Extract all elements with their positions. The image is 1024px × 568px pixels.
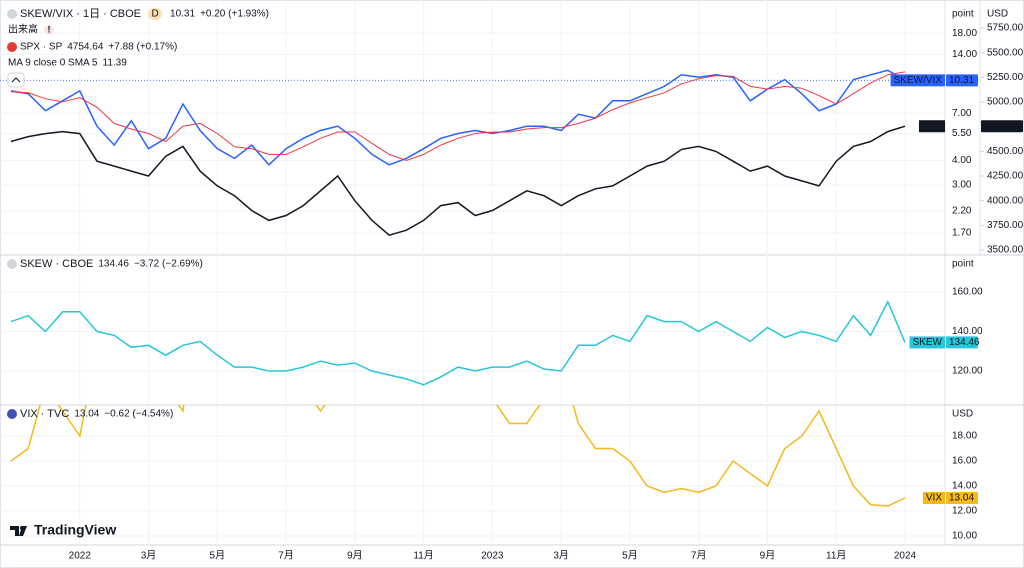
y-tick-label: 18.00 [952,431,977,442]
axis-unit: USD [987,9,1008,20]
price-tag-bg [946,74,978,87]
price-tag-value: 13.04 [949,493,974,504]
y2-tick-label: 3500.00 [987,245,1024,256]
logo: TradingView [10,522,116,538]
legend-text: VIX · TVC [20,408,69,420]
y-tick-label: 140.00 [952,326,983,337]
legend-text: +7.88 (+0.17%) [108,42,177,53]
x-tick-label: 11月 [413,550,433,562]
warning-mark: ! [48,24,51,34]
y-tick-label: 120.00 [952,366,983,377]
series-group [10,300,906,386]
legend-text: −3.72 (−2.69%) [134,259,203,270]
y-tick-label: 10.00 [952,531,977,542]
price-tag-name-bg [922,492,945,504]
x-tick-label: 5月 [210,550,226,562]
y2-tick-label: 5500.00 [987,47,1024,58]
axis-unit: USD [952,409,973,420]
x-tick-label: 7月 [278,550,294,562]
legend-text: 10.31 [170,9,195,20]
price-tag-name-bg [909,336,945,349]
legend-text: MA 9 close 0 SMA 5 [8,58,98,69]
badge: D [152,9,159,20]
legend-text: SKEW/VIX · 1日 · CBOE [20,8,141,20]
x-tick-label: 5月 [622,550,638,562]
symbol-icon [7,409,17,419]
series-line [10,71,906,162]
y-tick-label: 3.00 [952,179,972,190]
legend-text: 出来高 [8,23,38,36]
y2-tick-label: 3750.00 [987,220,1024,231]
y2-tick-label: 4000.00 [987,195,1024,206]
series-group [10,405,906,507]
badge-bg [148,8,163,20]
series-group [10,69,906,237]
y-tick-label: 1.70 [952,228,972,239]
legend-text: +0.20 (+1.93%) [200,9,269,20]
symbol-icon [7,42,17,52]
axis-unit: point [952,259,974,270]
y-tick-label: 7.00 [952,108,972,119]
x-tick-label: 11月 [826,550,846,562]
symbol-icon [7,259,17,269]
legend-text: 13.04 [74,409,99,420]
price-tag-bg [946,336,978,349]
y2-tick-label: 5000.00 [987,97,1024,108]
x-tick-label: 2024 [894,551,917,562]
price-tag-name-bg [890,74,945,87]
legend-text: 134.46 [98,259,129,270]
x-tick-label: 7月 [691,550,707,562]
legend-text: 4754.64 [67,42,104,53]
y-tick-label: 12.00 [952,506,977,517]
x-tick-label: 9月 [347,550,363,562]
y-tick-label: 14.00 [952,481,977,492]
y2-tick-label: 4250.00 [987,171,1024,182]
price-tag-name: SPX [922,121,942,132]
x-tick-label: 2023 [481,551,504,562]
series-line [10,125,906,237]
price-tag-bg [946,492,978,504]
price-tag-bg [981,120,1023,133]
y-tick-label: 18.00 [952,28,977,39]
y-tick-label: 2.20 [952,206,972,217]
y-tick-label: 4.00 [952,155,972,166]
series-line [10,405,906,507]
price-tag-value: 134.46 [949,337,980,348]
legend-text: −0.62 (−4.54%) [104,409,173,420]
y-tick-label: 16.00 [952,456,977,467]
y2-tick-label: 5750.00 [987,23,1024,34]
y2-tick-label: 5250.00 [987,72,1024,83]
collapse-button[interactable] [7,72,25,88]
logo-dot [20,526,24,530]
x-tick-label: 3月 [141,550,157,562]
x-tick-label: 2022 [69,551,92,562]
legend-text: 11.39 [103,58,128,69]
price-tag-name: VIX [926,493,942,504]
y-tick-label: 14.00 [952,49,977,60]
symbol-icon [7,9,17,19]
price-tag-value: 10.31 [949,75,974,86]
x-tick-label: 9月 [760,550,776,562]
logo-text: TradingView [34,522,116,538]
x-tick-label: 3月 [553,550,569,562]
legend-text: SKEW · CBOE [20,258,93,270]
y-tick-label: 5.50 [952,128,972,139]
price-tag-value: 4754.64 [984,121,1021,132]
y-tick-label: 160.00 [952,287,983,298]
series-line [10,69,906,166]
price-tag-name: SKEW [913,337,943,348]
legend-text: SPX · SP [20,42,63,53]
axis-unit: point [952,9,974,20]
warning-icon [44,25,54,35]
price-tag-name-bg [918,120,945,133]
series-line [10,300,906,386]
y2-tick-label: 4500.00 [987,146,1024,157]
price-tag-name: SKEW/VIX [894,75,943,86]
collapse-icon [11,77,21,83]
